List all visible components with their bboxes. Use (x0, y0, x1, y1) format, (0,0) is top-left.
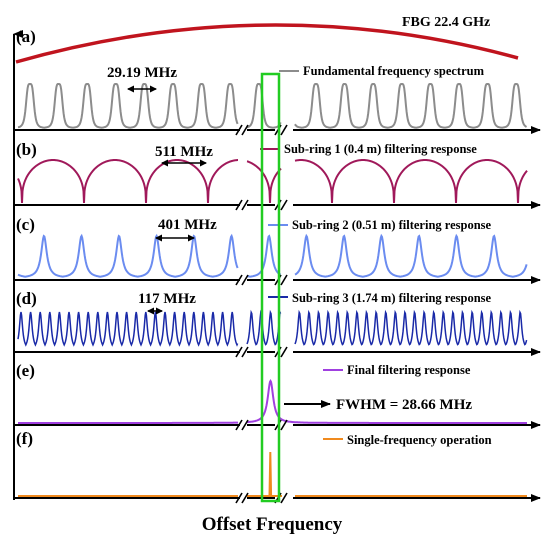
axis-break-mark (235, 346, 243, 358)
axis-break-mark (241, 346, 249, 358)
panel-f: (f) Single-frequency operation (14, 429, 541, 504)
x-axis-b (14, 199, 541, 211)
legend-d: Sub-ring 3 (1.74 m) filtering response (292, 291, 492, 305)
axis-break-mark (241, 274, 249, 286)
x-axis-e (14, 419, 541, 431)
axis-break-mark (280, 492, 288, 504)
panel-b: (b) Sub-ring 1 (0.4 m) filtering response… (14, 140, 541, 211)
panel-label-b: (b) (16, 140, 37, 159)
axis-break-mark (280, 419, 288, 431)
spacing-label-a: 29.19 MHz (107, 65, 177, 81)
panel-label-c: (c) (16, 215, 35, 234)
fbg-label: FBG 22.4 GHz (402, 15, 490, 30)
axis-break-mark (241, 199, 249, 211)
fbg-envelope-curve (15, 23, 519, 64)
axis-break-mark (241, 492, 249, 504)
axis-break-mark (241, 124, 249, 136)
panel-label-f: (f) (16, 429, 33, 448)
legend-c: Sub-ring 2 (0.51 m) filtering response (292, 218, 492, 232)
x-axis-c (14, 274, 541, 286)
response-curve-f (18, 451, 527, 497)
spacing-label-d: 117 MHz (138, 291, 196, 307)
response-curve-c (17, 233, 528, 278)
panel-c: (c) Sub-ring 2 (0.51 m) filtering respons… (14, 215, 541, 286)
center-mode-highlight-box (260, 72, 281, 503)
legend-e: Final filtering response (347, 363, 471, 377)
x-axis-d (14, 346, 541, 358)
axis-break-mark (235, 492, 243, 504)
axis-break-mark (280, 346, 288, 358)
legend-f: Single-frequency operation (347, 433, 492, 447)
fwhm-annotation: FWHM = 28.66 MHz (336, 397, 472, 413)
axis-break-mark (235, 124, 243, 136)
axis-break-mark (241, 419, 249, 431)
panel-d: (d) Sub-ring 3 (1.74 m) filtering respons… (14, 289, 541, 358)
panel-label-e: (e) (16, 361, 35, 380)
axis-break-mark (235, 274, 243, 286)
axis-break-mark (280, 274, 288, 286)
spacing-label-b: 511 MHz (155, 144, 213, 160)
axis-break-mark (280, 199, 288, 211)
axis-break-mark (280, 124, 288, 136)
panel-a: (a) Fundamental frequency spectrum 29.19 M… (14, 27, 541, 136)
panel-label-a: (a) (16, 27, 36, 46)
axis-break-mark (235, 199, 243, 211)
panel-label-d: (d) (16, 289, 37, 308)
x-axis-title: Offset Frequency (202, 514, 343, 535)
response-curve-b (17, 159, 528, 204)
axis-break-mark (235, 419, 243, 431)
panel-e: (e) Final filtering response (14, 361, 541, 431)
legend-a: Fundamental frequency spectrum (303, 64, 485, 78)
legend-b: Sub-ring 1 (0.4 m) filtering response (284, 142, 477, 156)
spacing-label-c: 401 MHz (158, 217, 217, 233)
response-curve-a (17, 83, 528, 129)
response-curve-d (17, 309, 528, 347)
